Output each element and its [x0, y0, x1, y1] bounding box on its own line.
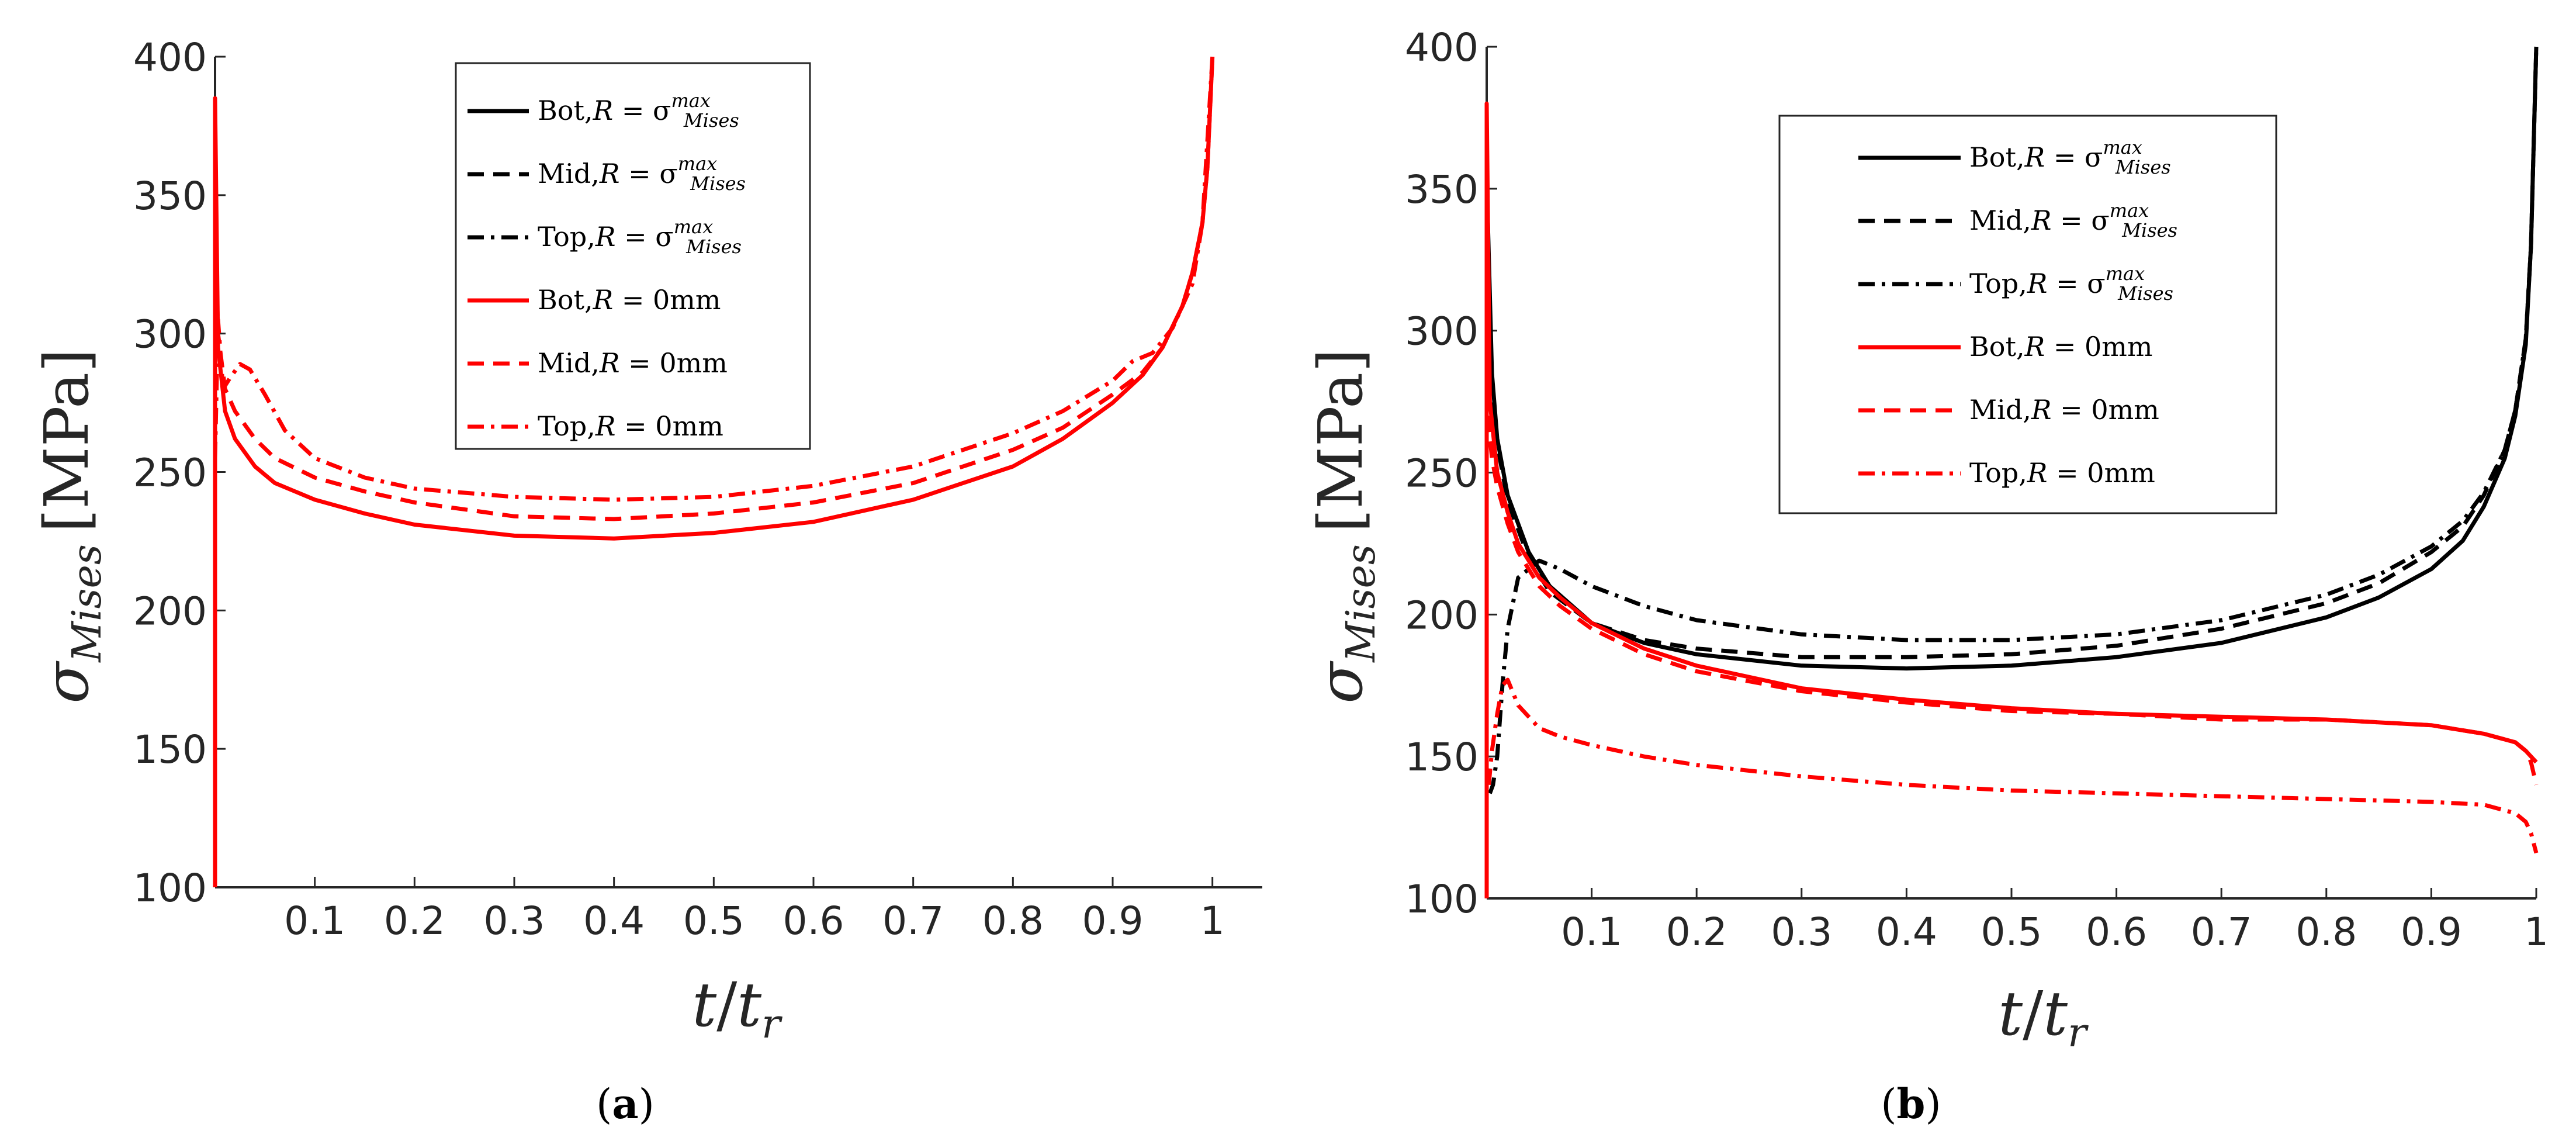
- x-tick-label: 0.6: [783, 898, 844, 943]
- x-tick-label: 0.4: [1876, 910, 1937, 955]
- panel-label-a-letter: a: [612, 1080, 638, 1128]
- legend: Bot,R = σmax Mises Mid,R = σmax Mises Top,R …: [1778, 115, 2277, 514]
- x-tick-label: 0.7: [882, 898, 944, 943]
- legend-entry: Top,R = 0mm: [538, 410, 723, 442]
- legend-entry: Top,R = σmax Mises: [538, 216, 742, 258]
- legend-box: [1778, 115, 2277, 514]
- panel-a: 100 150 200 250 300 350 400 0.1 0.2 0.3 0.4 0.5 0.6 0…: [133, 35, 1262, 943]
- x-tick-label: 1: [1200, 898, 1225, 943]
- legend-entry: Bot,R = σmax Mises: [1969, 136, 2171, 178]
- legend-entry: Mid,R = σmax Mises: [538, 153, 746, 195]
- y-axis-label-b: σMises [MPa]: [1305, 348, 1384, 703]
- y-tick-label: 100: [1405, 877, 1479, 922]
- y-axis-label-a-sub: Mises: [64, 544, 110, 663]
- x-axis-label-a-t: t: [692, 969, 716, 1040]
- y-tick-label: 150: [1405, 735, 1479, 780]
- y-tick-label: 300: [1405, 309, 1479, 354]
- x-axis-label-a: t/tr: [692, 969, 783, 1047]
- legend-entry: Bot,R = 0mm: [538, 284, 721, 316]
- legend-entry: Mid,R = 0mm: [538, 347, 728, 379]
- y-tick-label: 350: [1405, 167, 1479, 212]
- x-axis-label-b-t2: t: [2043, 978, 2068, 1049]
- x-tick-label: 0.8: [2295, 910, 2357, 955]
- y-axis-label-b-unit: [MPa]: [1305, 348, 1376, 532]
- x-tick-label: 0.2: [384, 898, 445, 943]
- y-axis-label-b-sigma: σ: [1305, 661, 1376, 704]
- panel-label-a: (a): [596, 1080, 655, 1128]
- panel-label-b-letter: b: [1897, 1080, 1926, 1128]
- y-tick-label: 200: [133, 589, 207, 634]
- series-line-2: [213, 56, 1215, 502]
- legend-entry: Top,R = 0mm: [1969, 457, 2155, 489]
- x-tick-label: 0.9: [1082, 898, 1144, 943]
- y-tick-label: 300: [133, 312, 207, 357]
- x-axis-label-b: t/tr: [1998, 978, 2089, 1056]
- y-tick-label: 200: [1405, 593, 1479, 638]
- y-tick-label: 400: [1405, 25, 1479, 70]
- x-tick-label: 0.6: [2086, 910, 2147, 955]
- panel-label-b: (b): [1881, 1080, 1941, 1128]
- x-tick-label: 0.7: [2191, 910, 2252, 955]
- series-line-5: [1487, 677, 2539, 854]
- y-axis-label-a-unit: [MPa]: [31, 348, 102, 532]
- y-tick-label: 250: [133, 451, 207, 496]
- y-tick-label: 250: [1405, 451, 1479, 496]
- y-tick-label: 350: [133, 174, 207, 219]
- legend: Bot,R = σmax Mises Mid,R = σmax Mises Top,R …: [455, 62, 811, 450]
- x-tick-label: 0.1: [284, 898, 345, 943]
- x-tick-label: 1: [2524, 910, 2549, 955]
- x-tick-label: 0.3: [484, 898, 545, 943]
- x-tick-label: 0.4: [583, 898, 645, 943]
- x-tick-label: 0.8: [982, 898, 1044, 943]
- y-axis-label-a: σMises [MPa]: [31, 348, 110, 703]
- y-tick-label: 400: [133, 35, 207, 80]
- legend-box: [455, 62, 811, 450]
- x-axis-label-b-r: r: [2068, 1010, 2089, 1056]
- series-line-2: [1488, 46, 2539, 794]
- series-line-4: [1486, 416, 2539, 786]
- x-tick-label: 0.2: [1666, 910, 1727, 955]
- x-tick-label: 0.3: [1771, 910, 1832, 955]
- x-tick-label: 0.5: [1981, 910, 2042, 955]
- legend-entry: Mid,R = 0mm: [1969, 394, 2159, 426]
- legend-entry: Mid,R = σmax Mises: [1969, 199, 2177, 241]
- legend-entry: Bot,R = 0mm: [1969, 331, 2153, 362]
- x-tick-label: 0.1: [1561, 910, 1622, 955]
- legend-entry: Top,R = σmax Mises: [1969, 262, 2173, 305]
- y-tick-label: 100: [133, 866, 207, 911]
- x-axis-label-b-t: t: [1998, 978, 2023, 1049]
- panel-b: 100 150 200 250 300 350 400 0.1 0.2 0.3 0.4 0.5 0.6 0…: [1405, 25, 2549, 955]
- y-axis-label-a-sigma: σ: [31, 661, 102, 704]
- x-tick-label: 0.5: [683, 898, 745, 943]
- x-axis-label-a-t2: t: [737, 969, 761, 1040]
- legend-entry: Bot,R = σmax Mises: [538, 89, 739, 132]
- x-tick-label: 0.9: [2401, 910, 2462, 955]
- x-axis-label-a-r: r: [761, 1001, 783, 1047]
- y-tick-label: 150: [133, 727, 207, 772]
- y-axis-label-b-sub: Mises: [1338, 544, 1384, 663]
